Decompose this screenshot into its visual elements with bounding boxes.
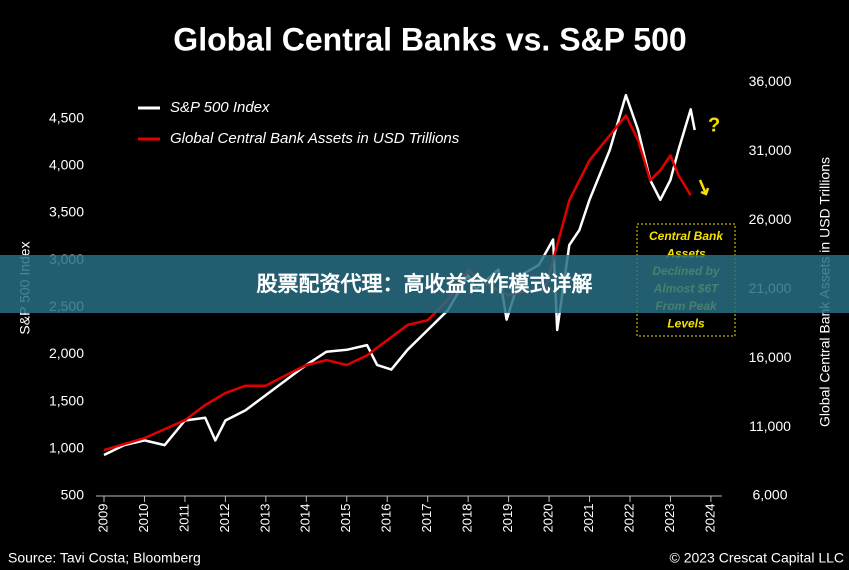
x-tick-label: 2020 bbox=[541, 504, 556, 533]
x-tick-label: 2009 bbox=[95, 504, 110, 533]
y-tick-label: 1,000 bbox=[49, 440, 84, 456]
y-tick-label: 4,000 bbox=[49, 157, 84, 173]
y2-tick-label: 16,000 bbox=[749, 349, 792, 365]
annotation-text: Central Bank bbox=[649, 229, 724, 243]
y2-tick-label: 11,000 bbox=[749, 418, 791, 434]
x-tick-label: 2012 bbox=[217, 504, 232, 533]
legend-label: S&P 500 Index bbox=[170, 99, 270, 116]
arrow bbox=[698, 179, 710, 196]
x-tick-label: 2010 bbox=[136, 504, 151, 533]
y2-tick-label: 31,000 bbox=[749, 142, 792, 158]
x-tick-label: 2015 bbox=[338, 504, 353, 533]
x-tick-label: 2017 bbox=[419, 504, 434, 533]
banner: 股票配资代理：高收益合作模式详解 bbox=[0, 255, 849, 313]
legend-label: Global Central Bank Assets in USD Trilli… bbox=[170, 130, 460, 147]
question-mark: ? bbox=[708, 114, 720, 136]
y-tick-label: 2,000 bbox=[49, 345, 84, 361]
x-tick-label: 2014 bbox=[298, 504, 313, 533]
y-tick-label: 1,500 bbox=[49, 392, 84, 408]
x-tick-label: 2023 bbox=[662, 504, 677, 533]
chart-title: Global Central Banks vs. S&P 500 bbox=[173, 21, 686, 57]
x-tick-label: 2018 bbox=[460, 504, 475, 533]
source: Source: Tavi Costa; Bloomberg bbox=[8, 550, 201, 566]
y2-tick-label: 6,000 bbox=[752, 487, 787, 503]
copyright: © 2023 Crescat Capital LLC bbox=[669, 550, 844, 566]
x-tick-label: 2024 bbox=[702, 504, 717, 533]
annotation-text: Levels bbox=[667, 317, 705, 331]
x-tick-label: 2011 bbox=[176, 504, 191, 532]
x-tick-label: 2022 bbox=[621, 504, 636, 533]
y2-tick-label: 36,000 bbox=[749, 73, 792, 89]
y2-tick-label: 26,000 bbox=[749, 211, 792, 227]
y-tick-label: 4,500 bbox=[49, 109, 84, 125]
y-tick-label: 500 bbox=[61, 487, 85, 503]
x-tick-label: 2013 bbox=[257, 504, 272, 533]
x-tick-label: 2019 bbox=[500, 504, 515, 533]
y-tick-label: 3,500 bbox=[49, 204, 84, 220]
x-tick-label: 2016 bbox=[379, 504, 394, 533]
x-tick-label: 2021 bbox=[581, 504, 596, 533]
